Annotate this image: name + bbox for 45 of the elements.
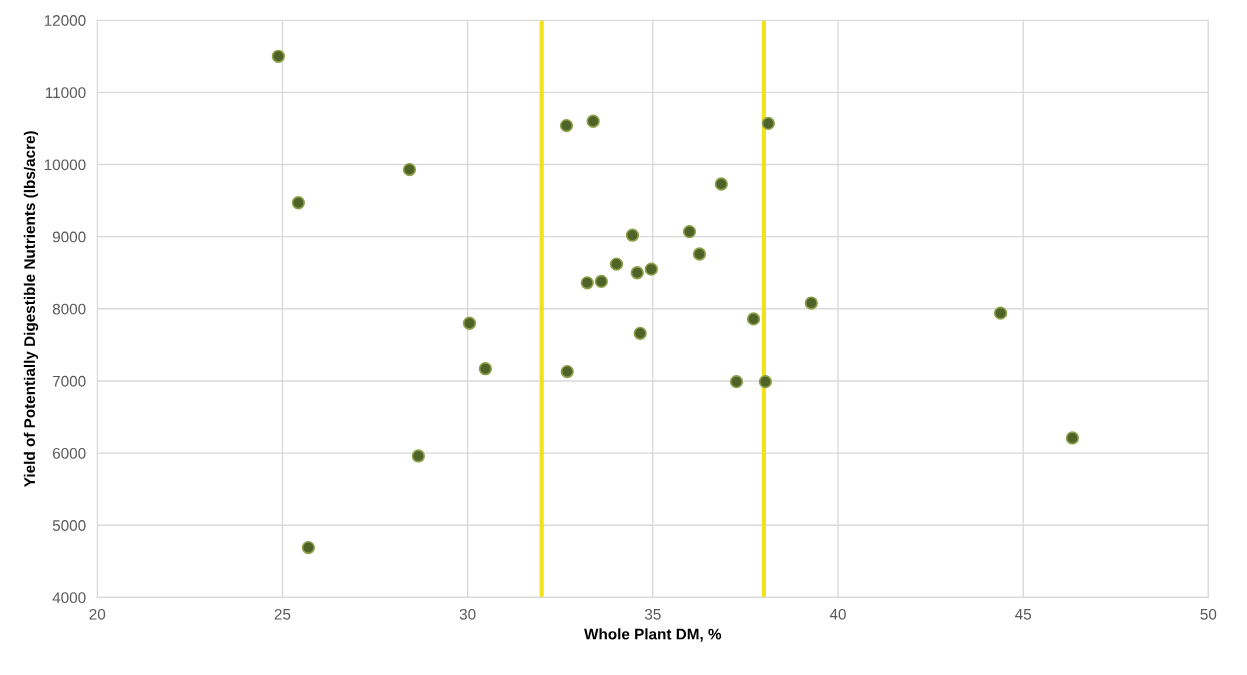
point xyxy=(746,312,761,326)
x-tick-label: 40 xyxy=(829,608,846,620)
point xyxy=(692,247,707,261)
x-tick-label: 20 xyxy=(89,608,106,620)
x-tick-label: 30 xyxy=(459,608,476,620)
point xyxy=(625,228,640,242)
point xyxy=(761,116,776,131)
point xyxy=(993,306,1008,320)
point xyxy=(291,196,306,210)
x-tick-label: 35 xyxy=(644,608,661,620)
y-tick-label: 9000 xyxy=(52,231,86,243)
point xyxy=(594,274,608,289)
y-tick-label: 7000 xyxy=(52,375,86,387)
point xyxy=(411,449,426,463)
point xyxy=(301,540,316,555)
point xyxy=(758,375,773,389)
point xyxy=(559,118,574,133)
point xyxy=(478,362,493,376)
point xyxy=(271,49,286,63)
y-tick-label: 12000 xyxy=(44,15,86,26)
y-tick-label: 6000 xyxy=(52,447,86,459)
point xyxy=(682,224,697,239)
y-tick-label: 10000 xyxy=(44,159,86,171)
point xyxy=(580,276,594,290)
y-axis-title: Yield of Potentially Digestible Nutrients (lbs/acre) xyxy=(23,131,39,487)
point xyxy=(644,262,658,276)
point xyxy=(462,316,477,330)
point xyxy=(714,177,728,191)
y-tick-label: 4000 xyxy=(52,592,86,604)
point xyxy=(630,266,644,280)
y-tick-label: 11000 xyxy=(45,87,86,99)
point xyxy=(560,364,574,379)
point xyxy=(402,162,417,177)
x-tick-label: 25 xyxy=(274,608,291,620)
x-tick-label: 50 xyxy=(1200,608,1217,620)
point xyxy=(804,296,818,310)
point xyxy=(609,257,624,271)
y-tick-label: 8000 xyxy=(52,303,86,315)
point xyxy=(729,375,744,389)
y-tick-label: 5000 xyxy=(52,520,86,531)
x-axis-title: Whole Plant DM, % xyxy=(584,628,722,642)
x-tick-label: 45 xyxy=(1015,609,1032,620)
point xyxy=(633,326,647,340)
point xyxy=(1065,431,1080,445)
point xyxy=(586,114,600,128)
